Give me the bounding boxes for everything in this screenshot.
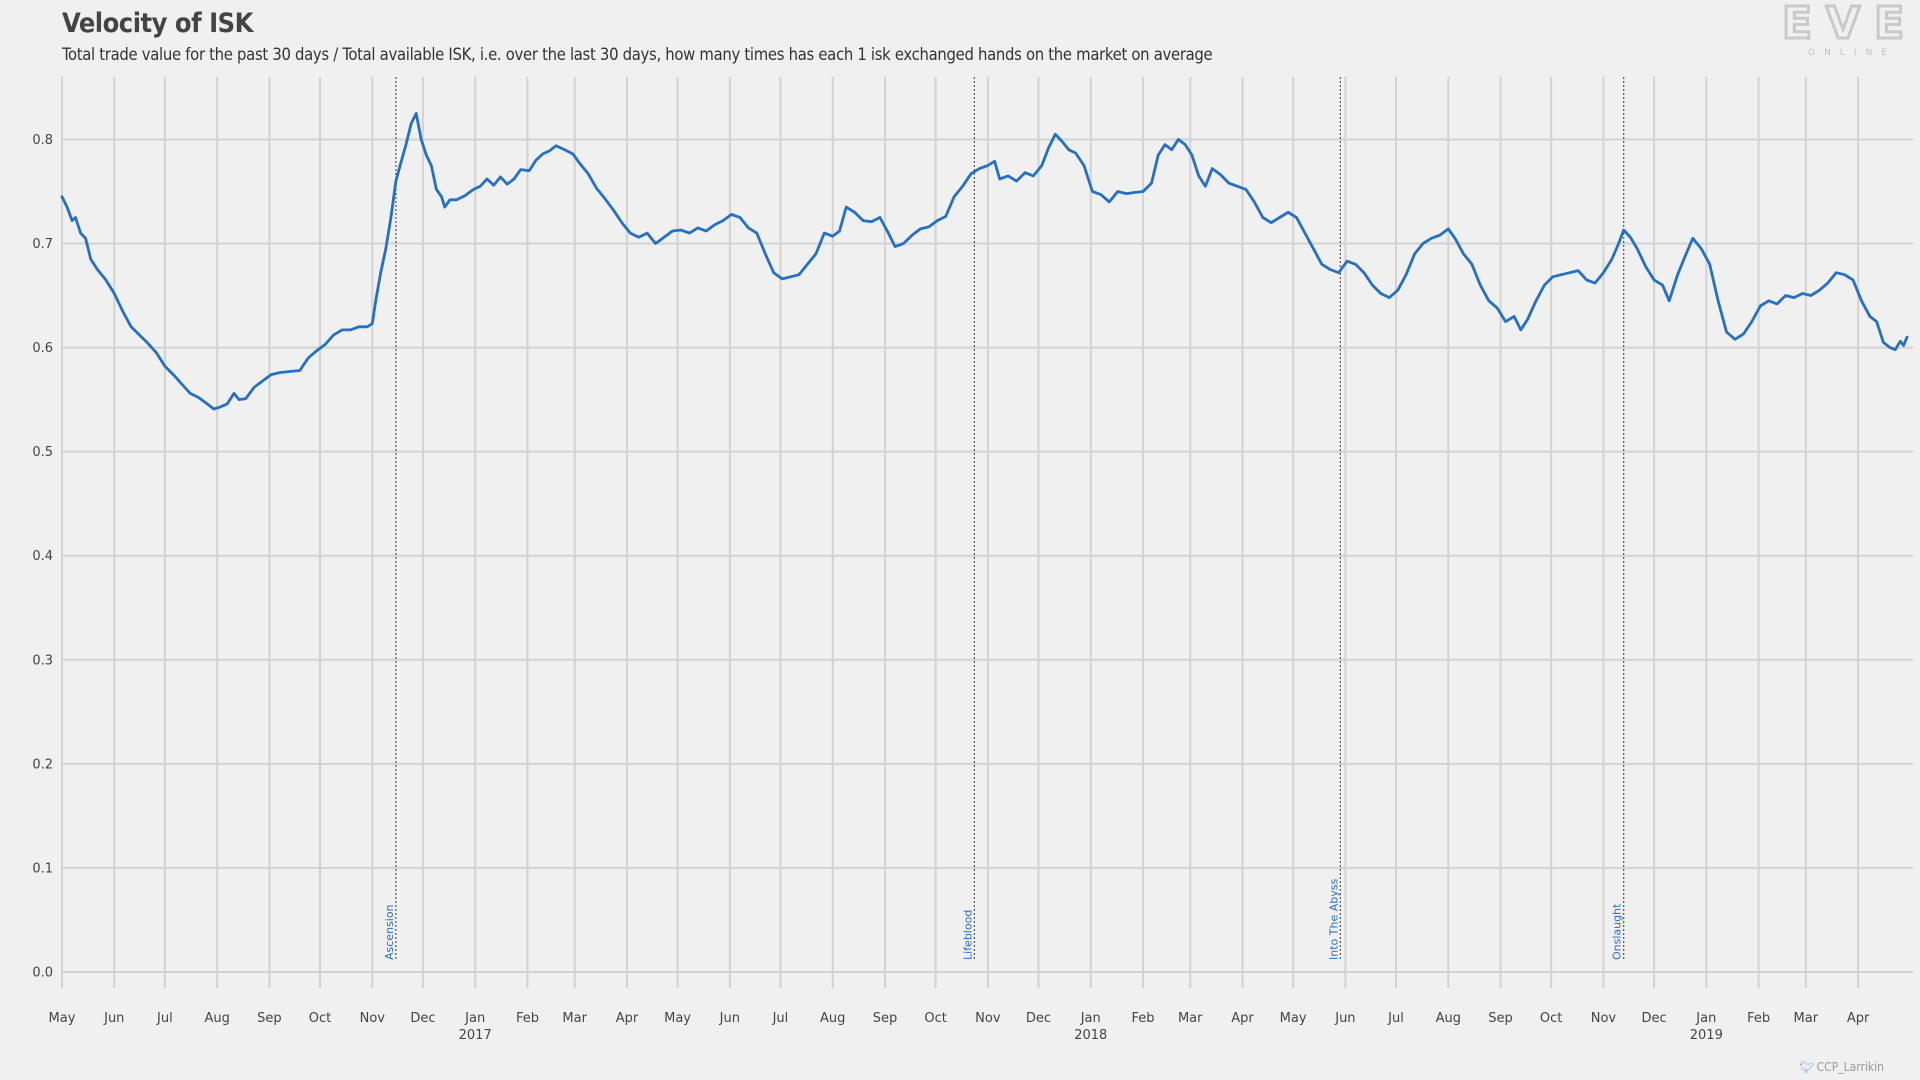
x-tick-label: Nov (1591, 1011, 1617, 1026)
x-tick-label: Sep (257, 1011, 282, 1026)
y-tick-label: 0.1 (32, 861, 53, 876)
x-tick-label: Mar (562, 1011, 587, 1026)
event-marker-label: Into The Abyss (1327, 879, 1340, 960)
velocity-series-line (60, 112, 1909, 411)
event-markers: Ascension Lifeblood Into The Abyss Onslaugh… (383, 77, 1625, 960)
chart-subtitle: Total trade value for the past 30 days /… (62, 45, 1213, 64)
x-tick-label: Nov (360, 1011, 386, 1026)
x-tick-label: May (1280, 1011, 1307, 1026)
x-tick-label: Aug (204, 1011, 229, 1026)
x-year-label: 2017 (459, 1028, 492, 1043)
x-tick-label: Jul (1387, 1011, 1404, 1026)
x-tick-label: Oct (309, 1011, 331, 1026)
author-credit: 🐦︎ CCP_Larrikin (1799, 1060, 1884, 1074)
x-year-label: 2019 (1690, 1028, 1723, 1043)
logo-main-text: EVE (1782, 0, 1918, 49)
eve-online-logo: EVE ONLINE (1781, 0, 1918, 58)
x-tick-label: Jan (1695, 1011, 1716, 1026)
x-tick-label: Jan (1080, 1011, 1101, 1026)
y-tick-label: 0.8 (32, 133, 53, 148)
x-tick-label: Sep (1488, 1011, 1513, 1026)
grid-lines (61, 77, 1913, 988)
x-tick-label: Dec (1026, 1011, 1051, 1026)
x-tick-label: Aug (820, 1011, 845, 1026)
x-tick-label: Apr (1231, 1011, 1254, 1026)
x-tick-label: Mar (1178, 1011, 1203, 1026)
y-tick-label: 0.5 (32, 445, 53, 460)
x-tick-label: Jul (772, 1011, 789, 1026)
twitter-bird-icon: 🐦︎ (1799, 1060, 1815, 1074)
x-tick-label: Jun (1334, 1011, 1355, 1026)
x-tick-label: May (49, 1011, 76, 1026)
author-credit-text: CCP_Larrikin (1816, 1060, 1884, 1074)
y-tick-label: 0.0 (32, 966, 53, 981)
y-tick-label: 0.7 (32, 237, 53, 252)
x-tick-label: Jan (464, 1011, 485, 1026)
logo-sub-text: ONLINE (1808, 48, 1896, 58)
x-tick-label: Oct (924, 1011, 946, 1026)
y-tick-label: 0.3 (32, 653, 53, 668)
x-tick-label: Jun (719, 1011, 740, 1026)
axis-labels: 0.0 0.1 0.2 0.3 0.4 0.5 0.6 0.7 0.8 May Jun Jul Aug S… (32, 133, 1870, 1043)
x-tick-label: Dec (410, 1011, 435, 1026)
y-tick-label: 0.4 (32, 549, 53, 564)
event-marker-label: Lifeblood (961, 910, 974, 960)
x-tick-label: Feb (1747, 1011, 1770, 1026)
x-tick-label: Apr (616, 1011, 639, 1026)
x-year-label: 2018 (1074, 1028, 1107, 1043)
event-marker-label: Onslaught (1611, 903, 1624, 960)
x-tick-label: Aug (1436, 1011, 1461, 1026)
x-tick-label: Jul (156, 1011, 173, 1026)
x-tick-label: Dec (1641, 1011, 1666, 1026)
y-tick-label: 0.6 (32, 341, 53, 356)
x-tick-label: Nov (975, 1011, 1001, 1026)
x-tick-label: Feb (516, 1011, 539, 1026)
x-tick-label: Apr (1847, 1011, 1870, 1026)
x-tick-label: Oct (1540, 1011, 1562, 1026)
event-marker-label: Ascension (383, 904, 396, 960)
x-tick-label: May (664, 1011, 691, 1026)
x-tick-label: Jun (103, 1011, 124, 1026)
x-tick-label: Feb (1132, 1011, 1155, 1026)
x-tick-label: Mar (1794, 1011, 1819, 1026)
chart-title: Velocity of ISK (62, 8, 253, 39)
x-tick-label: Sep (873, 1011, 898, 1026)
y-tick-label: 0.2 (32, 757, 53, 772)
